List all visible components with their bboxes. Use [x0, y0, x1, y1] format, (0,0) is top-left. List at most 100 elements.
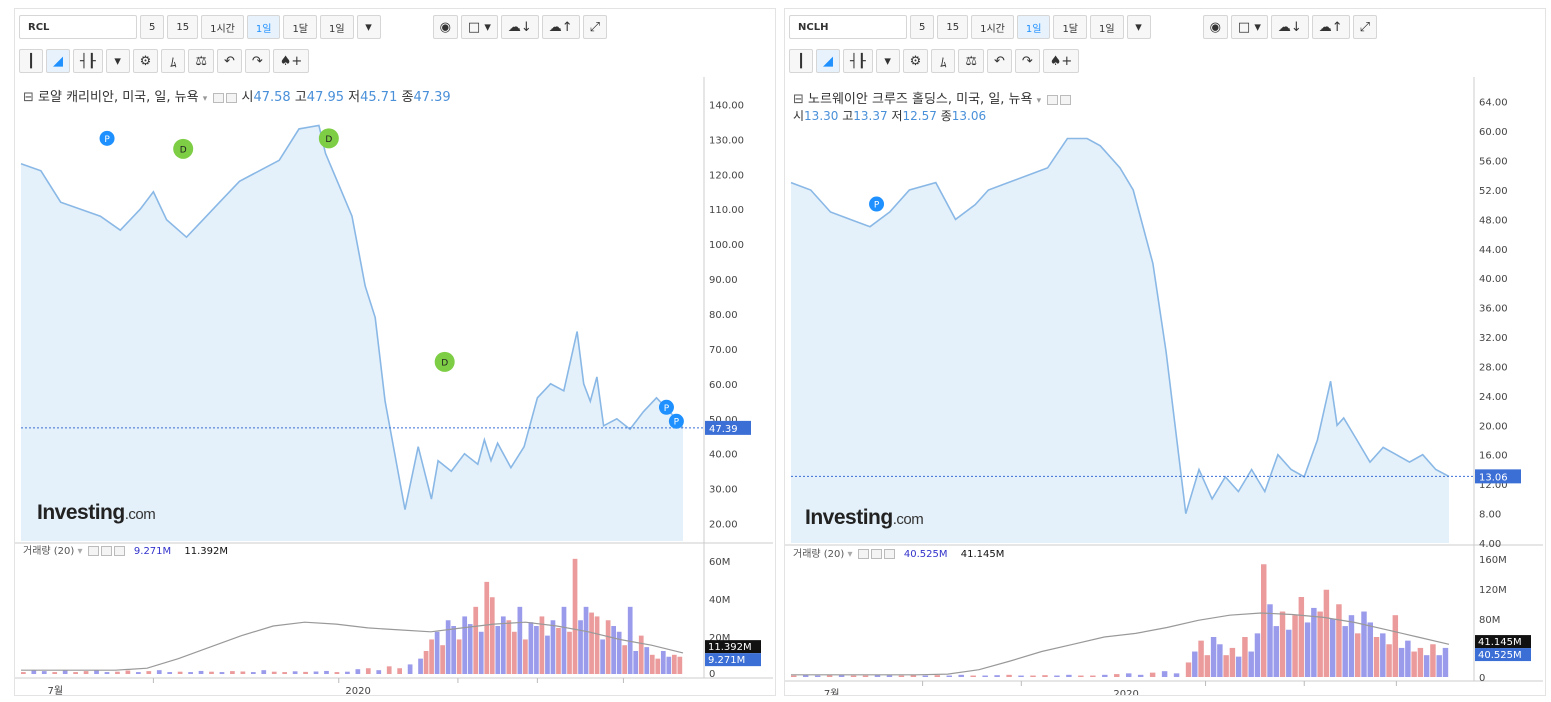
square-icon[interactable]: □ ▾	[1230, 15, 1268, 39]
interval-15m[interactable]: 15	[937, 15, 969, 39]
interval-1d[interactable]: 1일	[246, 15, 281, 39]
volume-bar	[125, 670, 131, 674]
alert-icon[interactable]: ♠+	[1042, 49, 1080, 73]
price-tick-label: 110.00	[709, 205, 744, 216]
event-marker-label: P	[674, 418, 680, 428]
volume-bar	[418, 658, 423, 674]
price-tick-label: 50.00	[709, 415, 738, 426]
volume-bar	[677, 656, 683, 674]
volume-bar	[671, 654, 677, 674]
symbol-input[interactable]: RCL	[19, 15, 137, 39]
interval-5m[interactable]: 5	[910, 15, 935, 39]
volume-bar	[1235, 656, 1242, 677]
volume-bar	[1273, 626, 1279, 677]
redo-icon[interactable]: ↷	[1014, 49, 1040, 73]
undo-icon[interactable]: ↶	[986, 49, 1012, 73]
settings-mini-icon[interactable]	[226, 92, 238, 103]
volume-bar	[633, 650, 639, 674]
volume-bar	[1430, 644, 1436, 677]
chevron-down-icon[interactable]: ▾	[875, 49, 900, 73]
volume-bar	[104, 672, 110, 674]
settings-mini-icon[interactable]	[1060, 94, 1072, 105]
chevron-down-icon[interactable]: ▾	[77, 546, 83, 557]
volume-bar	[188, 672, 193, 674]
indicator-icon[interactable]: ﾑ	[161, 49, 186, 73]
area-chart-icon[interactable]: ◢	[46, 49, 70, 73]
volume-value-1: 9.271M	[133, 546, 172, 557]
volume-bar	[1114, 674, 1120, 677]
area-chart-icon[interactable]: ◢	[816, 49, 840, 73]
low-label: 저	[348, 90, 361, 105]
bar-icon[interactable]: ┤┠	[843, 49, 873, 73]
interval-1h[interactable]: 1시간	[201, 15, 244, 39]
volume-bar	[345, 671, 350, 674]
volume-bar	[600, 639, 605, 674]
fullscreen-icon[interactable]: ⤢	[582, 15, 608, 39]
price-chart-rcl[interactable]: 140.00 130.00 120.00 110.00 100.00 90.00 80.00…	[15, 77, 773, 695]
cloud-upload-icon[interactable]: ☁↑	[541, 15, 580, 39]
fullscreen-icon[interactable]: ⤢	[1352, 15, 1378, 39]
cloud-upload-icon[interactable]: ☁↑	[1311, 15, 1350, 39]
tools-toolbar: ┃ ◢ ┤┠ ▾ ⚙ ﾑ ⚖ ↶ ↷ ♠+	[19, 47, 310, 75]
volume-bar	[1411, 651, 1417, 677]
collapse-icon[interactable]: ⊟	[793, 92, 804, 107]
eye-icon[interactable]	[1047, 94, 1059, 105]
event-marker-label: D	[441, 358, 448, 368]
settings-mini-icon[interactable]	[870, 549, 882, 559]
gear-icon[interactable]: ⚙	[132, 49, 159, 73]
camera-icon[interactable]: ◉	[432, 15, 458, 39]
collapse-icon[interactable]: ⊟	[23, 90, 34, 105]
volume-bar	[644, 647, 650, 674]
redo-icon[interactable]: ↷	[244, 49, 270, 73]
volume-bar	[1125, 673, 1132, 677]
price-tick-label: 140.00	[709, 100, 744, 111]
chevron-down-icon[interactable]: ▾	[202, 94, 208, 104]
alert-icon[interactable]: ♠+	[272, 49, 310, 73]
candle-icon[interactable]: ┃	[19, 49, 43, 73]
interval-more[interactable]: 1일	[1090, 15, 1124, 39]
interval-1m[interactable]: 1달	[1053, 15, 1087, 39]
indicator-icon[interactable]: ﾑ	[931, 49, 956, 73]
volume-tag-2-label: 40.525M	[1478, 650, 1522, 661]
open-value: 47.58	[253, 90, 291, 105]
chevron-down-icon[interactable]: ▾	[847, 549, 853, 560]
gear-icon[interactable]: ⚙	[902, 49, 929, 73]
close-label: 종	[401, 90, 414, 105]
close-icon[interactable]	[883, 549, 895, 559]
price-chart-nclh[interactable]: 64.00 60.00 56.00 52.00 48.00 44.00 40.00 36.00…	[785, 77, 1543, 695]
volume-bar	[583, 606, 589, 674]
chevron-down-icon[interactable]: ▾	[356, 15, 381, 39]
price-tick-label: 40.00	[709, 450, 738, 461]
square-icon[interactable]: □ ▾	[460, 15, 498, 39]
interval-15m[interactable]: 15	[167, 15, 199, 39]
cloud-download-icon[interactable]: ☁↓	[500, 15, 539, 39]
interval-more[interactable]: 1일	[320, 15, 354, 39]
interval-1h[interactable]: 1시간	[971, 15, 1014, 39]
volume-bar	[1229, 647, 1236, 677]
chevron-down-icon[interactable]: ▾	[1126, 15, 1151, 39]
eye-icon[interactable]	[857, 549, 869, 559]
interval-1m[interactable]: 1달	[283, 15, 317, 39]
chevron-down-icon[interactable]: ▾	[105, 49, 130, 73]
high-value: 47.95	[306, 90, 345, 105]
interval-5m[interactable]: 5	[140, 15, 165, 39]
eye-icon[interactable]	[213, 92, 225, 103]
volume-tag-1	[705, 640, 761, 654]
compare-icon[interactable]: ⚖	[188, 49, 214, 73]
interval-1d[interactable]: 1일	[1016, 15, 1051, 39]
camera-icon[interactable]: ◉	[1202, 15, 1228, 39]
symbol-input[interactable]: NCLH	[789, 15, 907, 39]
volume-ma-line	[21, 621, 684, 671]
price-tick-label: 52.00	[1479, 186, 1508, 197]
volume-bar	[324, 670, 329, 674]
volume-bar	[31, 670, 37, 674]
settings-mini-icon[interactable]	[100, 546, 112, 556]
undo-icon[interactable]: ↶	[216, 49, 242, 73]
bar-icon[interactable]: ┤┠	[73, 49, 103, 73]
cloud-download-icon[interactable]: ☁↓	[1270, 15, 1309, 39]
compare-icon[interactable]: ⚖	[958, 49, 984, 73]
candle-icon[interactable]: ┃	[789, 49, 813, 73]
chevron-down-icon[interactable]: ▾	[1036, 96, 1042, 106]
eye-icon[interactable]	[87, 546, 99, 556]
close-icon[interactable]	[113, 546, 125, 556]
